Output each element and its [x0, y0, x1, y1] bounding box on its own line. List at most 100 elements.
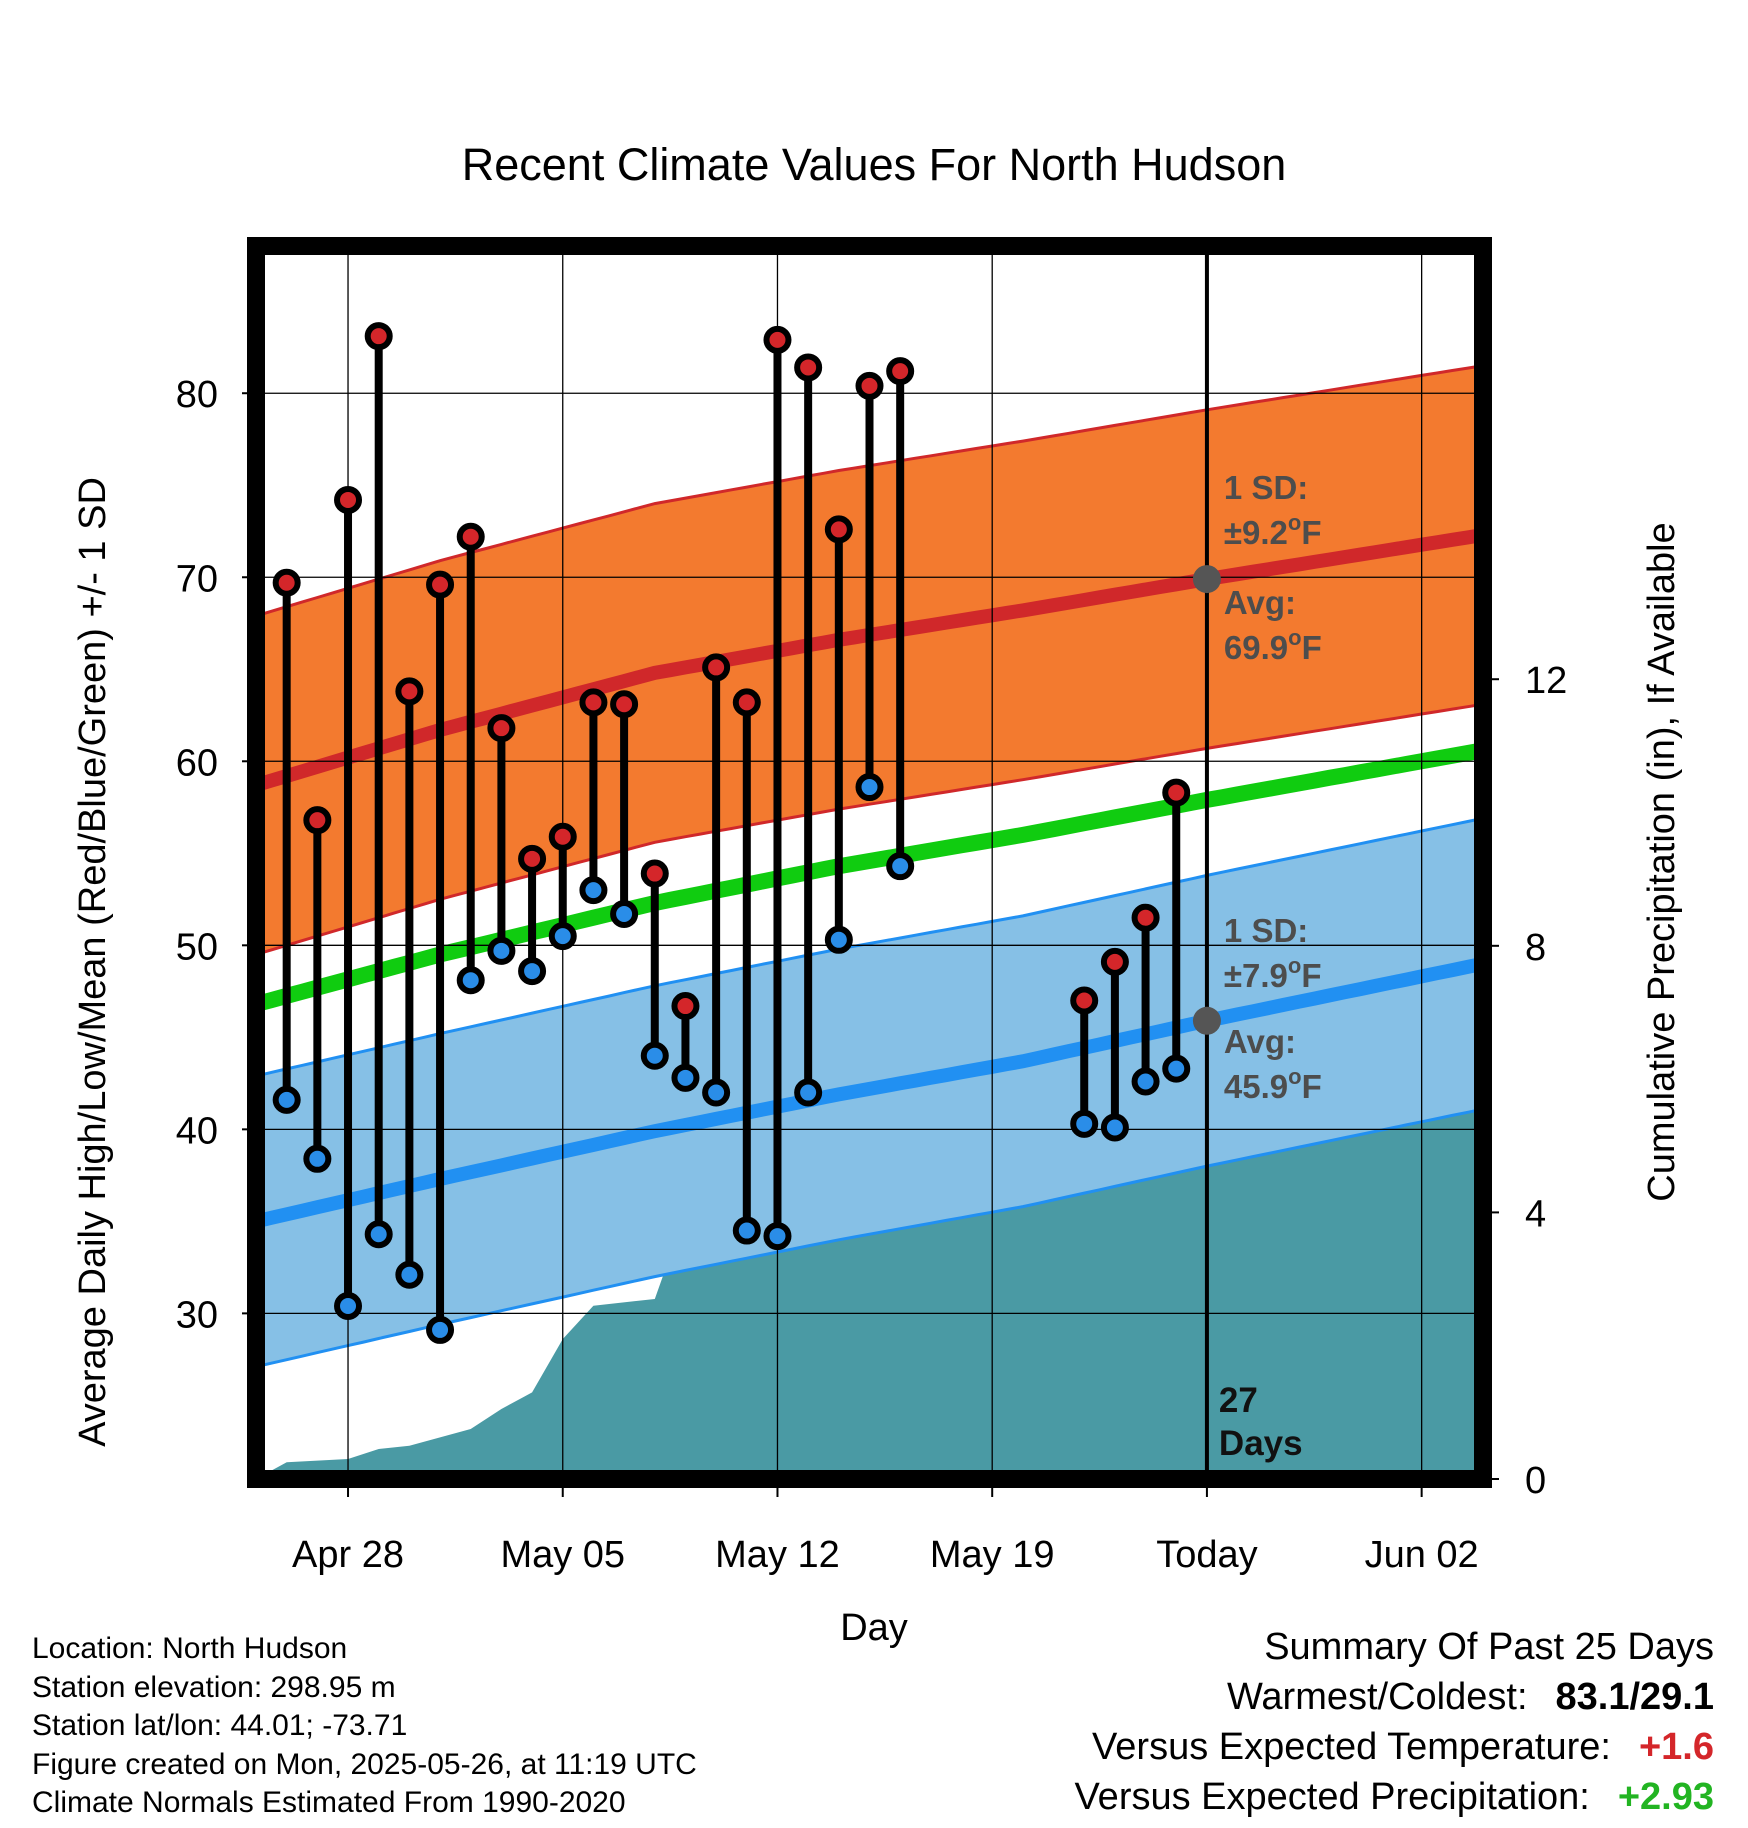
daily-high-marker — [395, 677, 424, 706]
daily-high-marker — [303, 806, 332, 835]
y-tick-label: 70 — [176, 558, 218, 600]
daily-low-marker — [763, 1222, 792, 1251]
latlon-text: Station lat/lon: 44.01; -73.71 — [32, 1709, 408, 1742]
high-sd-title: 1 SD: — [1224, 469, 1308, 506]
plot-frame — [247, 237, 1492, 1488]
chart-title: Recent Climate Values For North Hudson — [462, 139, 1287, 190]
high-lower-sd-line — [256, 702, 1483, 956]
daily-low-marker — [855, 773, 884, 802]
x-axis-label: Day — [840, 1607, 908, 1649]
daily-low-marker — [272, 1085, 301, 1114]
low-lower-sd-line — [256, 1107, 1483, 1369]
low-sd-value: ±7.9oF — [1224, 953, 1322, 994]
x-tick-label: May 19 — [930, 1534, 1055, 1576]
low-avg-value: 45.9oF — [1224, 1064, 1322, 1105]
daily-high-marker — [518, 844, 547, 873]
daily-low-marker — [548, 922, 577, 951]
daily-low-marker — [487, 936, 516, 965]
daily-low-marker — [702, 1078, 731, 1107]
daily-high-marker — [794, 353, 823, 382]
warmest-coldest-row: Warmest/Coldest: 83.1/29.1 — [1074, 1672, 1714, 1722]
daily-high-marker — [732, 688, 761, 717]
today-days-word: Days — [1219, 1424, 1303, 1463]
low-sd-title: 1 SD: — [1224, 912, 1308, 949]
daily-high-marker — [1131, 903, 1160, 932]
y-axis-label: Average Daily High/Low/Mean (Red/Blue/Gr… — [72, 477, 114, 1447]
x-tick-label: Jun 02 — [1365, 1534, 1479, 1576]
precip-departure-value: +2.93 — [1617, 1776, 1714, 1818]
y2-tick-label: 4 — [1525, 1193, 1546, 1235]
temp-departure-label: Versus Expected Temperature: — [1092, 1726, 1611, 1768]
daily-high-marker — [1070, 986, 1099, 1015]
daily-high-marker — [364, 322, 393, 351]
daily-high-marker — [426, 570, 455, 599]
x-tick-label: Today — [1156, 1534, 1257, 1576]
daily-high-marker — [579, 688, 608, 717]
high-avg-today-marker — [1192, 565, 1221, 594]
y-tick-label: 60 — [176, 742, 218, 784]
y2-tick-label: 0 — [1525, 1460, 1546, 1502]
high-avg-value: 69.9oF — [1224, 625, 1322, 666]
x-tick-label: Apr 28 — [292, 1534, 404, 1576]
mean-average-line — [256, 742, 1483, 1012]
daily-high-marker — [487, 714, 516, 743]
y2-tick-label: 8 — [1525, 927, 1546, 969]
normals-text: Climate Normals Estimated From 1990-2020 — [32, 1786, 626, 1819]
daily-high-marker — [272, 568, 301, 597]
today-layer: 27 Days — [1204, 246, 1303, 1479]
daily-low-marker — [579, 876, 608, 905]
daily-low-marker — [671, 1063, 700, 1092]
daily-high-marker — [763, 325, 792, 354]
daily-low-marker — [456, 966, 485, 995]
warmest-coldest-label: Warmest/Coldest: — [1226, 1676, 1528, 1718]
daily-high-marker — [886, 357, 915, 386]
axes-layer: 30 40 50 60 70 80 0 4 8 12 Apr 28 May 05 May 12 May 1… — [176, 237, 1567, 1576]
warmest-coldest-value: 83.1/29.1 — [1555, 1676, 1714, 1718]
daily-low-marker — [334, 1292, 363, 1321]
daily-high-marker — [1162, 778, 1191, 807]
daily-low-marker — [426, 1315, 455, 1344]
daily-low-marker — [1100, 1113, 1129, 1142]
elevation-text: Station elevation: 298.95 m — [32, 1670, 396, 1704]
daily-high-marker — [824, 515, 853, 544]
low-average-line — [256, 956, 1483, 1229]
created-text: Figure created on Mon, 2025-05-26, at 11… — [32, 1747, 697, 1781]
summary-panel: Summary Of Past 25 Days Warmest/Coldest:… — [1074, 1622, 1714, 1822]
y2-tick-label: 12 — [1525, 660, 1567, 702]
y-tick-label: 80 — [176, 374, 218, 416]
daily-low-marker — [732, 1216, 761, 1245]
daily-high-marker — [548, 822, 577, 851]
location-text: Location: North Hudson — [32, 1632, 348, 1665]
daily-low-marker — [886, 852, 915, 881]
precip-departure-label: Versus Expected Precipitation: — [1074, 1776, 1590, 1818]
daily-high-marker — [702, 653, 731, 682]
daily-low-marker — [640, 1041, 669, 1070]
temp-departure-row: Versus Expected Temperature: +1.6 — [1074, 1722, 1714, 1772]
daily-high-marker — [855, 371, 884, 400]
summary-title: Summary Of Past 25 Days — [1264, 1626, 1714, 1668]
y2-axis-label: Cumulative Precipitation (in), If Availa… — [1641, 522, 1683, 1201]
low-avg-today-marker — [1192, 1006, 1221, 1035]
daily-low-marker — [364, 1220, 393, 1249]
daily-high-marker — [1100, 947, 1129, 976]
y-tick-label: 30 — [176, 1294, 218, 1336]
daily-low-marker — [610, 900, 639, 929]
high-avg-title: Avg: — [1224, 584, 1296, 621]
y-tick-label: 40 — [176, 1110, 218, 1152]
daily-high-marker — [610, 690, 639, 719]
station-info: Location: North Hudson Station elevation… — [32, 1630, 697, 1823]
daily-low-marker — [824, 925, 853, 954]
daily-observations-layer — [272, 322, 1191, 1344]
daily-high-marker — [334, 485, 363, 514]
daily-low-marker — [395, 1260, 424, 1289]
low-upper-sd-line — [256, 816, 1483, 1078]
daily-low-marker — [794, 1078, 823, 1107]
x-tick-label: May 12 — [715, 1534, 840, 1576]
x-tick-label: May 05 — [500, 1534, 625, 1576]
daily-low-marker — [1070, 1109, 1099, 1138]
precip-departure-row: Versus Expected Precipitation: +2.93 — [1074, 1772, 1714, 1822]
daily-low-marker — [518, 957, 547, 986]
today-days-count: 27 — [1219, 1381, 1258, 1420]
daily-low-marker — [303, 1144, 332, 1173]
daily-high-marker — [640, 859, 669, 888]
